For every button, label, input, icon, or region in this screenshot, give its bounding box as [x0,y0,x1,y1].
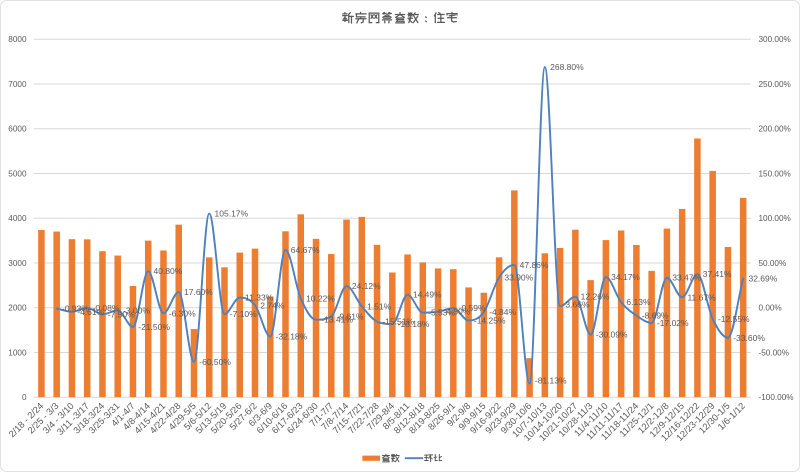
svg-text:105.17%: 105.17% [215,209,249,219]
svg-text:100.00%: 100.00% [759,214,791,223]
svg-text:34.17%: 34.17% [611,272,640,282]
svg-text:-21.50%: -21.50% [138,322,170,332]
svg-text:-7.10%: -7.10% [230,309,257,319]
svg-text:-60.50%: -60.50% [199,357,231,367]
svg-text:-4.84%: -4.84% [489,307,516,317]
svg-text:32.69%: 32.69% [748,273,777,283]
svg-text:150.00%: 150.00% [759,169,791,178]
svg-text:2000: 2000 [8,304,27,313]
svg-text:-0.08%: -0.08% [92,303,119,313]
svg-text:-5.53%: -5.53% [428,308,455,318]
svg-text:4000: 4000 [8,214,27,223]
svg-text:-7.50%: -7.50% [108,309,135,319]
svg-text:1.51%: 1.51% [367,301,392,311]
svg-text:-18.18%: -18.18% [398,319,430,329]
svg-text:-14.25%: -14.25% [474,315,506,325]
svg-text:64.67%: 64.67% [291,245,320,255]
svg-text:8000: 8000 [8,35,27,44]
svg-text:1000: 1000 [8,348,27,357]
svg-text:-12.55%: -12.55% [718,314,750,324]
svg-text:6000: 6000 [8,125,27,134]
svg-text:300.00%: 300.00% [759,35,791,44]
svg-text:200.00%: 200.00% [759,125,791,134]
svg-text:11.67%: 11.67% [687,292,716,302]
svg-text:-17.02%: -17.02% [657,318,689,328]
svg-text:-8.69%: -8.69% [642,310,669,320]
svg-text:5000: 5000 [8,169,27,178]
svg-text:-4.50%: -4.50% [443,307,470,317]
svg-text:24.12%: 24.12% [352,281,381,291]
svg-text:-6.30%: -6.30% [169,308,196,318]
svg-text:0.00%: 0.00% [759,304,782,313]
svg-text:33.90%: 33.90% [504,272,533,282]
svg-text:40.80%: 40.80% [154,266,183,276]
svg-text:-13.41%: -13.41% [321,315,353,325]
svg-text:-33.60%: -33.60% [733,333,765,343]
svg-text:50.00%: 50.00% [759,259,787,268]
svg-text:-30.09%: -30.09% [596,330,628,340]
svg-text:2.74%: 2.74% [260,300,285,310]
svg-text:-15.51%: -15.51% [382,317,414,327]
svg-text:14.49%: 14.49% [413,290,442,300]
svg-text:10.22%: 10.22% [306,294,335,304]
svg-text:-100.00%: -100.00% [759,393,794,402]
svg-text:-9.61%: -9.61% [337,311,364,321]
svg-text:-50.00%: -50.00% [759,348,790,357]
svg-text:3.66%: 3.66% [565,299,590,309]
svg-text:250.00%: 250.00% [759,80,791,89]
svg-text:47.86%: 47.86% [520,260,549,270]
svg-text:-4.61%: -4.61% [77,307,104,317]
svg-text:-81.13%: -81.13% [535,375,567,385]
svg-text:0: 0 [22,393,27,402]
svg-text:33.47%: 33.47% [672,273,701,283]
svg-text:6.13%: 6.13% [626,297,651,307]
svg-text:37.41%: 37.41% [703,269,732,279]
svg-text:7000: 7000 [8,80,27,89]
svg-text:-32.18%: -32.18% [276,332,308,342]
svg-text:-0.59%: -0.59% [459,303,486,313]
svg-text:12.26%: 12.26% [581,292,610,302]
svg-text:-3.00%: -3.00% [123,305,150,315]
svg-text:-0.93%: -0.93% [62,304,89,314]
svg-text:3000: 3000 [8,259,27,268]
svg-text:268.80%: 268.80% [550,62,584,72]
svg-text:11.33%: 11.33% [245,293,274,303]
svg-text:17.60%: 17.60% [184,287,213,297]
